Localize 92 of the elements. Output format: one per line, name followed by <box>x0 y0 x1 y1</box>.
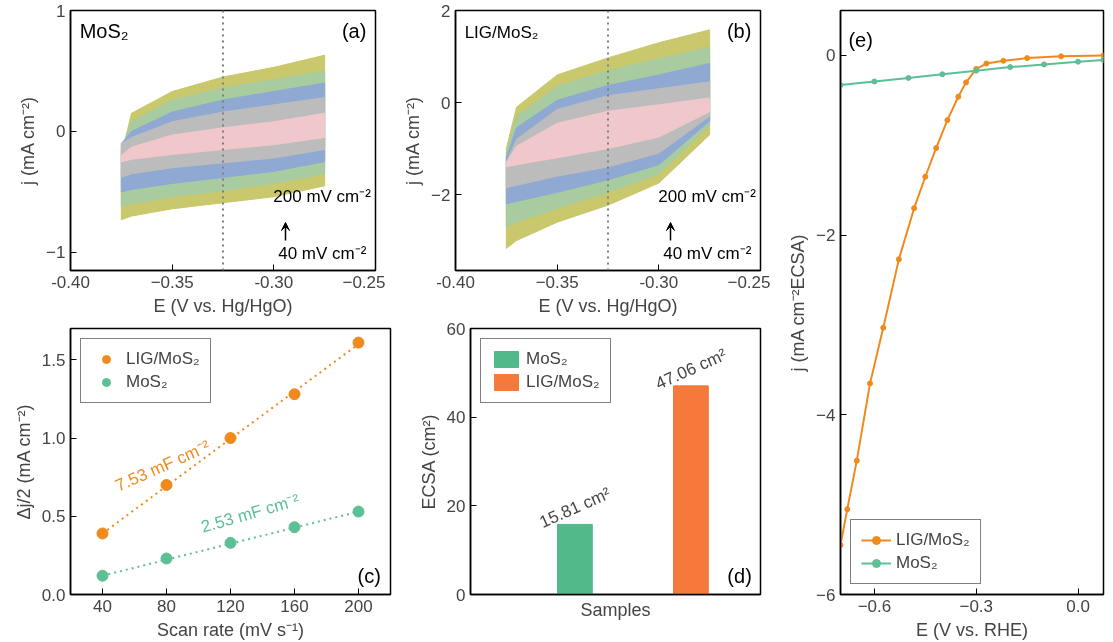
point <box>880 324 887 331</box>
point <box>933 144 940 151</box>
y-tick-label: 60 <box>446 319 466 339</box>
point <box>895 256 902 263</box>
data-label: 15.81 cm² <box>536 483 614 532</box>
x-tick-label: 200 <box>344 596 373 616</box>
point <box>955 93 962 100</box>
legend-label: LIG/MoS₂ <box>896 530 970 550</box>
point <box>96 527 109 540</box>
y-tick-label: 40 <box>446 408 466 428</box>
point <box>288 388 301 401</box>
y-axis-title: j (mA cm⁻²) <box>18 97 39 186</box>
y-tick-label: −1 <box>46 243 66 263</box>
legend-label: MoS₂ <box>896 553 938 573</box>
y-tick-label: 0 <box>56 122 66 142</box>
point <box>1024 55 1031 62</box>
annotation: 40 mV cm⁻² <box>278 243 367 263</box>
y-axis-title: j (mA cm⁻²ECSA) <box>788 234 809 373</box>
y-tick-label: 0 <box>456 585 466 605</box>
y-axis-title: Δj/2 (mA cm⁻²) <box>13 404 34 520</box>
annotation: (a) <box>341 19 367 42</box>
point <box>905 74 912 81</box>
x-axis-title: Samples <box>580 599 651 620</box>
data-label: 47.06 cm² <box>652 344 730 394</box>
point <box>1000 57 1007 64</box>
legend-label: LIG/MoS₂ <box>526 372 600 392</box>
y-tick-label: 1.0 <box>41 429 66 449</box>
y-tick-label: 20 <box>446 496 466 516</box>
point <box>96 569 109 582</box>
legend-label: MoS₂ <box>126 372 168 392</box>
x-tick-label: 40 <box>93 596 112 616</box>
point <box>224 536 237 549</box>
y-axis-title: ECSA (cm²) <box>418 414 439 510</box>
point <box>867 380 874 387</box>
y-tick-label: −2 <box>431 185 451 205</box>
x-tick-label: −0.35 <box>150 272 194 292</box>
point <box>224 432 237 445</box>
point <box>1058 53 1065 60</box>
annotation: 200 mV cm⁻² <box>658 186 757 206</box>
y-tick-label: −4 <box>816 405 836 425</box>
annotation: (d) <box>727 564 752 587</box>
x-tick-label: −0.25 <box>342 272 386 292</box>
point <box>939 71 946 78</box>
x-tick-label: −0.6 <box>857 596 892 616</box>
point <box>1075 58 1082 65</box>
y-tick-label: 2 <box>441 1 451 21</box>
point <box>352 336 365 349</box>
y-tick-label: 0 <box>441 93 451 113</box>
y-tick-label: −6 <box>816 585 836 605</box>
x-tick-label: -0.40 <box>436 272 475 292</box>
point <box>160 552 173 565</box>
x-tick-label: −0.3 <box>959 596 994 616</box>
annotation: (c) <box>357 564 381 587</box>
x-tick-label: 0.0 <box>1066 596 1090 616</box>
x-tick-label: −0.25 <box>727 272 771 292</box>
point <box>922 173 929 180</box>
y-tick-label: 0.5 <box>41 507 66 527</box>
x-axis-title: E (V vs. RHE) <box>916 619 1029 640</box>
x-tick-label: 120 <box>216 596 245 616</box>
y-tick-label: 1.5 <box>41 350 66 370</box>
annotation: MoS₂ <box>79 19 129 42</box>
point <box>911 205 918 212</box>
point <box>871 78 878 85</box>
legend-label: LIG/MoS₂ <box>126 349 200 369</box>
y-tick-label: −2 <box>816 226 836 246</box>
point <box>1041 61 1048 68</box>
point <box>352 505 365 518</box>
point <box>288 521 301 534</box>
point <box>853 457 860 464</box>
point <box>983 60 990 67</box>
annotation: (e) <box>848 29 873 52</box>
x-axis-title: E (V vs. Hg/HgO) <box>153 295 293 316</box>
x-tick-label: 80 <box>157 596 176 616</box>
legend-label: MoS₂ <box>526 349 568 369</box>
point <box>160 478 173 491</box>
point <box>1007 64 1014 71</box>
x-axis-title: E (V vs. Hg/HgO) <box>538 295 678 316</box>
x-axis-title: Scan rate (mV s⁻¹) <box>156 619 305 640</box>
x-tick-label: -0.30 <box>254 272 294 292</box>
annotation: 40 mV cm⁻² <box>663 243 752 263</box>
annotation: LIG/MoS₂ <box>464 22 539 42</box>
x-tick-label: -0.30 <box>639 272 679 292</box>
y-tick-label: 1 <box>56 1 66 21</box>
x-tick-label: -0.40 <box>51 272 90 292</box>
y-axis-title: j (mA cm⁻²) <box>403 97 424 186</box>
point <box>844 506 851 513</box>
x-tick-label: 160 <box>280 596 309 616</box>
point <box>944 117 951 124</box>
annotation: (b) <box>726 19 752 42</box>
point <box>963 79 970 86</box>
x-tick-label: −0.35 <box>535 272 579 292</box>
y-tick-label: 0 <box>826 46 836 66</box>
